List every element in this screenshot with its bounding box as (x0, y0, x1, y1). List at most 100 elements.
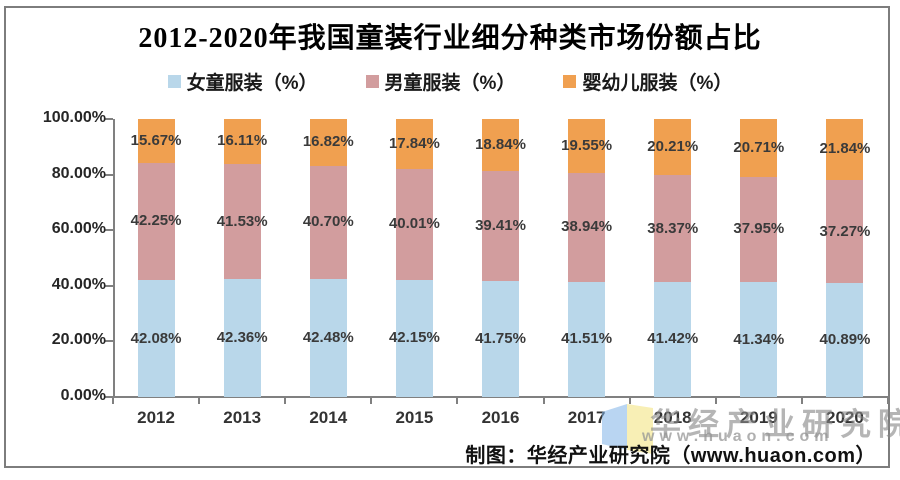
bar-segment (654, 119, 692, 176)
y-axis-tick (105, 173, 113, 176)
bar-segment-label: 39.41% (475, 217, 526, 235)
bar-segment-label: 42.36% (216, 329, 268, 347)
legend-label: 女童服装（%） (186, 72, 318, 94)
bar-segment-label: 38.37% (647, 219, 699, 237)
bar-segment (568, 173, 606, 282)
bar-segment-label: 20.71% (733, 138, 785, 156)
bar-segment-label: 18.84% (475, 136, 526, 154)
x-tick-label: 2016 (481, 408, 520, 427)
bar-segment-label: 41.34% (733, 330, 785, 348)
x-axis-tick (542, 397, 545, 404)
x-axis-tick (887, 397, 889, 404)
bar-segment (223, 163, 261, 280)
x-axis-tick (456, 397, 459, 404)
bar-segment (223, 279, 261, 397)
footer-credit: 制图：华经产业研究院（www.huaon.com） (465, 445, 876, 467)
bar-segment-label: 42.25% (130, 212, 182, 230)
bar-segment-label: 37.27% (819, 222, 871, 240)
x-axis-tick (198, 397, 201, 404)
y-tick-label: 100.00% (42, 109, 106, 126)
bar-segment (568, 119, 606, 174)
x-axis-tick (370, 397, 373, 404)
x-axis-tick (714, 397, 717, 404)
bar-segment-label: 41.53% (216, 212, 268, 230)
bar-segment-label: 41.51% (561, 330, 613, 348)
bar-segment (826, 179, 864, 284)
legend-item: 女童服装（%） (167, 68, 318, 95)
y-tick-label: 20.00% (51, 331, 106, 349)
bar-segment (137, 280, 175, 397)
x-axis-tick (628, 397, 631, 404)
bar-segment (482, 171, 519, 281)
bar-segment (309, 119, 347, 166)
bar-segment-label: 21.84% (819, 140, 871, 158)
bar-segment (654, 175, 692, 282)
x-axis (113, 396, 890, 398)
bar-segment (482, 119, 519, 172)
bar-segment-label: 42.15% (388, 329, 440, 347)
bar-segment (395, 119, 433, 169)
bar-segment-label: 16.11% (217, 132, 268, 150)
bar-segment-label: 40.01% (388, 215, 440, 233)
y-tick-label: 80.00% (51, 164, 106, 182)
bar-segment (826, 283, 864, 397)
bar-segment (740, 176, 778, 283)
bar-segment-label: 42.08% (130, 329, 182, 347)
bar-segment (654, 281, 692, 397)
bar-segment-label: 41.75% (475, 329, 526, 347)
y-tick-label: 0.00% (60, 387, 106, 404)
bar-segment (740, 282, 778, 397)
x-axis-tick (284, 397, 287, 404)
legend-swatch-icon (365, 74, 379, 88)
x-tick-label: 2019 (739, 408, 778, 427)
x-tick-label: 2017 (567, 408, 606, 427)
bar-segment-label: 17.84% (388, 134, 440, 152)
bar-segment-label: 40.70% (302, 213, 354, 231)
legend-label: 婴幼儿服装（%） (582, 72, 733, 94)
x-tick-label: 2012 (137, 408, 175, 427)
bar-segment (137, 162, 175, 281)
bar-segment-label: 20.21% (647, 138, 699, 156)
bar-segment (568, 281, 606, 397)
x-tick-label: 2014 (309, 408, 348, 427)
chart-title: 2012-2020年我国童装行业细分种类市场份额占比 (138, 23, 762, 54)
bar-segment-label: 41.42% (647, 330, 699, 348)
legend-item: 男童服装（%） (365, 68, 516, 95)
y-axis-tick (105, 229, 113, 232)
y-axis-tick (105, 118, 113, 120)
x-tick-label: 2013 (223, 408, 262, 427)
bar-segment (740, 119, 778, 177)
bar-segment (137, 119, 175, 163)
bar-segment-label: 15.67% (130, 131, 182, 149)
y-axis-tick (105, 284, 113, 287)
bar-segment-label: 16.82% (302, 133, 354, 151)
x-tick-label: 2020 (826, 408, 864, 427)
bar-segment-label: 38.94% (561, 218, 613, 236)
legend-label: 男童服装（%） (384, 72, 516, 94)
bar-segment-label: 40.89% (819, 331, 871, 349)
legend-swatch-icon (563, 74, 577, 88)
legend-item: 婴幼儿服装（%） (563, 68, 732, 95)
x-tick-label: 2018 (653, 408, 692, 427)
x-tick-label: 2015 (395, 408, 434, 427)
y-axis-tick (105, 340, 113, 343)
y-axis (113, 119, 115, 397)
bar-segment (395, 279, 433, 397)
bar-segment (309, 165, 347, 279)
bar-segment (309, 278, 347, 397)
legend-swatch-icon (167, 74, 181, 88)
bar-segment-label: 42.48% (302, 328, 354, 346)
bar-segment-label: 37.95% (733, 220, 785, 238)
y-tick-label: 40.00% (51, 275, 106, 293)
x-axis-tick (800, 397, 803, 404)
bar-segment (482, 280, 519, 397)
bar-segment-label: 19.55% (561, 137, 613, 155)
bar-segment (223, 119, 261, 164)
x-axis-tick (112, 397, 114, 404)
bar-segment (395, 168, 433, 280)
bar-segment (826, 119, 864, 180)
y-axis-tick (105, 396, 113, 398)
y-tick-label: 60.00% (51, 220, 106, 238)
legend: 女童服装（%） 男童服装（%） 婴幼儿服装（%） (0, 68, 900, 94)
